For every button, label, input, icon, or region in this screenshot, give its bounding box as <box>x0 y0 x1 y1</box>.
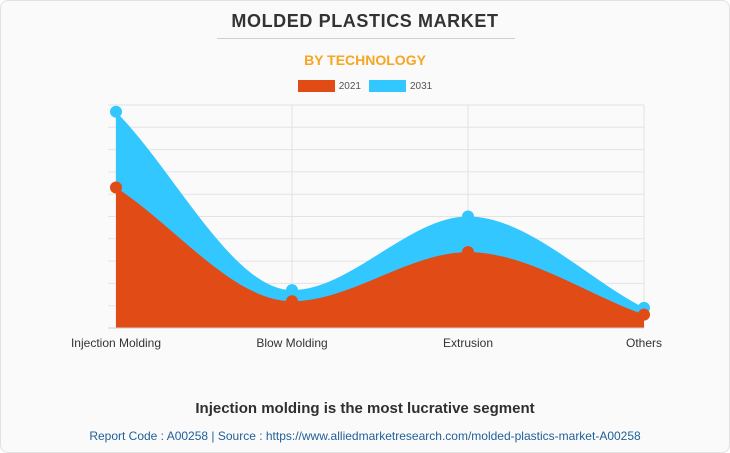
legend-label-2031: 2031 <box>410 80 433 92</box>
point-2021-others <box>638 308 650 321</box>
legend-label-2021: 2021 <box>338 80 361 92</box>
legend: 2021 2031 <box>1 80 729 92</box>
plot-area: Injection Molding Blow Molding Extrusion Ot… <box>71 104 662 350</box>
legend-item-2021[interactable]: 2021 <box>297 80 361 92</box>
point-2021-injection-molding <box>110 181 122 194</box>
x-tick-label: Injection Molding <box>71 336 161 350</box>
chart-title: MOLDED PLASTICS MARKET <box>231 11 499 31</box>
point-2021-extrusion <box>462 246 474 259</box>
area-series-2021 <box>116 187 644 328</box>
legend-swatch-2031 <box>369 80 406 92</box>
point-2031-extrusion <box>462 210 474 223</box>
point-2031-blow-molding <box>286 284 298 297</box>
x-tick-label: Others <box>626 336 662 350</box>
chart-subtitle: BY TECHNOLOGY <box>304 52 426 68</box>
legend-swatch-2021 <box>297 80 335 92</box>
x-tick-label: Blow Molding <box>256 336 327 350</box>
chart-caption: Injection molding is the most lucrative … <box>195 400 535 417</box>
title-divider <box>217 38 515 39</box>
source-footer[interactable]: Report Code : A00258 | Source : https://… <box>89 429 641 443</box>
x-tick-label: Extrusion <box>443 336 493 350</box>
point-2031-injection-molding <box>110 105 122 118</box>
legend-item-2031[interactable]: 2031 <box>369 80 432 92</box>
point-2021-blow-molding <box>286 295 298 308</box>
